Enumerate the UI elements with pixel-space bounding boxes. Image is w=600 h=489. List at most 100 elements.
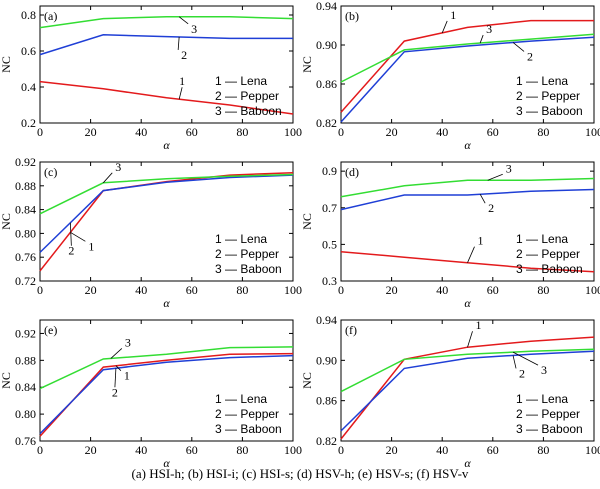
legend-entry: 1 — Lena — [516, 74, 568, 88]
series-line-3 — [340, 33, 595, 83]
series-annotation: 3 — [541, 363, 547, 377]
chart-panel-3: 0 20 40 60 80 100 0.72 0.76 0.80 0.84 0.88 0.92 α NC (… — [0, 155, 302, 310]
y-tick-label: 0.90 — [316, 353, 337, 367]
x-tick-label: 20 — [386, 283, 398, 297]
y-tick-label: 0.72 — [15, 274, 36, 288]
annotation-leader — [110, 348, 123, 359]
y-tick-label: 0.86 — [316, 394, 337, 408]
x-tick-label: 40 — [436, 443, 448, 457]
y-tick-label: 0.9 — [322, 164, 337, 178]
x-tick-label: 0 — [37, 125, 43, 139]
series-annotation: 3 — [506, 161, 512, 175]
x-tick-label: 80 — [236, 283, 248, 297]
x-tick-label: 40 — [135, 125, 147, 139]
y-tick-label: 0.84 — [15, 203, 36, 217]
y-tick-label: 0.82 — [316, 116, 337, 130]
x-tick-label: 60 — [186, 125, 198, 139]
chart-panel-4: 0 20 40 60 80 100 0.3 0.5 0.7 0.9 α NC (d) 1 2 3 1 — Len… — [300, 161, 600, 310]
series-annotation: 2 — [488, 201, 494, 215]
panel-label: (c) — [44, 165, 57, 179]
y-tick-label: 0.86 — [316, 77, 337, 91]
annotation-leader — [512, 355, 517, 369]
y-tick-label: 0.2 — [21, 116, 36, 130]
panel-label: (b) — [345, 9, 359, 23]
series-line-1 — [340, 19, 594, 113]
series-line-3 — [39, 346, 294, 390]
legend-entry: 2 — Pepper — [215, 89, 279, 103]
figure-caption: (a) HSI-h; (b) HSI-i; (c) HSI-s; (d) HSV… — [131, 466, 469, 481]
y-tick-label: 0.94 — [316, 0, 337, 13]
x-tick-label: 100 — [585, 283, 600, 297]
annotation-leader — [178, 16, 189, 25]
plot-frame — [340, 5, 595, 124]
series-line-3 — [340, 348, 595, 393]
plot-frame — [340, 161, 595, 282]
x-tick-label: 40 — [135, 443, 147, 457]
chart-panel-5: 0 20 40 60 80 1000.760.800.840.880.92αNC(e)12… — [0, 319, 302, 470]
annotation-leader — [467, 246, 475, 263]
annotation-leader — [178, 87, 183, 100]
x-tick-label: 80 — [537, 283, 549, 297]
y-tick-label: 0.80 — [15, 226, 36, 240]
y-tick-label: 0.7 — [322, 201, 337, 215]
series-annotation: 2 — [527, 49, 533, 63]
y-axis-label: NC — [0, 56, 13, 73]
plot-frame — [39, 161, 294, 282]
y-tick-label: 0.80 — [15, 407, 36, 421]
series-line-1 — [340, 250, 595, 273]
x-tick-label: 0 — [338, 283, 344, 297]
series-line-3 — [340, 177, 595, 198]
y-tick-label: 0.92 — [15, 326, 36, 340]
series-line-2 — [39, 34, 293, 56]
series-annotation: 1 — [124, 369, 130, 383]
y-tick-label: 0.90 — [316, 38, 337, 52]
y-axis-label: NC — [300, 56, 314, 73]
x-tick-label: 100 — [585, 125, 600, 139]
annotation-leader — [467, 331, 473, 348]
y-tick-label: 0.84 — [15, 380, 36, 394]
x-tick-label: 0 — [338, 443, 344, 457]
legend-entry: 3 — Baboon — [516, 422, 583, 436]
y-axis-label: NC — [0, 372, 13, 389]
y-tick-label: 0.76 — [15, 434, 36, 448]
x-tick-label: 80 — [236, 443, 248, 457]
series-annotation: 2 — [519, 366, 525, 380]
x-tick-label: 40 — [436, 283, 448, 297]
y-tick-label: 0.5 — [322, 237, 337, 251]
series-line-3 — [39, 16, 294, 29]
y-axis-label: NC — [300, 213, 314, 230]
x-axis-label: α — [464, 456, 471, 470]
legend-entry: 2 — Pepper — [215, 247, 279, 261]
series-annotation: 3 — [125, 335, 131, 349]
legend-entry: 1 — Lena — [516, 392, 568, 406]
annotation-leader — [487, 173, 503, 181]
annotation-leader — [479, 34, 484, 44]
annotation-leader — [479, 194, 486, 204]
x-tick-label: 0 — [338, 125, 344, 139]
series-annotation: 3 — [191, 22, 197, 36]
y-axis-label: NC — [300, 372, 314, 389]
y-tick-label: 0.76 — [15, 250, 36, 264]
x-tick-label: 0 — [37, 283, 43, 297]
x-tick-label: 20 — [386, 125, 398, 139]
series-line-1 — [39, 80, 294, 115]
legend-entry: 1 — Lena — [215, 74, 267, 88]
x-axis-label: α — [464, 296, 471, 310]
annotation-leader — [441, 20, 448, 34]
legend-entry: 2 — Pepper — [516, 247, 580, 261]
legend-entry: 2 — Pepper — [215, 407, 279, 421]
legend-entry: 3 — Baboon — [215, 262, 282, 276]
panel-label: (e) — [44, 323, 57, 337]
y-tick-label: 0.6 — [21, 44, 36, 58]
annotation-leader — [177, 36, 180, 50]
x-tick-label: 20 — [85, 443, 97, 457]
plot-frame — [340, 319, 595, 442]
legend-entry: 1 — Lena — [516, 232, 568, 246]
series-line-3 — [39, 173, 294, 215]
x-tick-label: 80 — [537, 443, 549, 457]
y-tick-label: 0.3 — [322, 274, 337, 288]
series-annotation: 1 — [478, 234, 484, 248]
series-line-2 — [340, 36, 595, 123]
y-tick-label: 0.8 — [21, 8, 36, 22]
